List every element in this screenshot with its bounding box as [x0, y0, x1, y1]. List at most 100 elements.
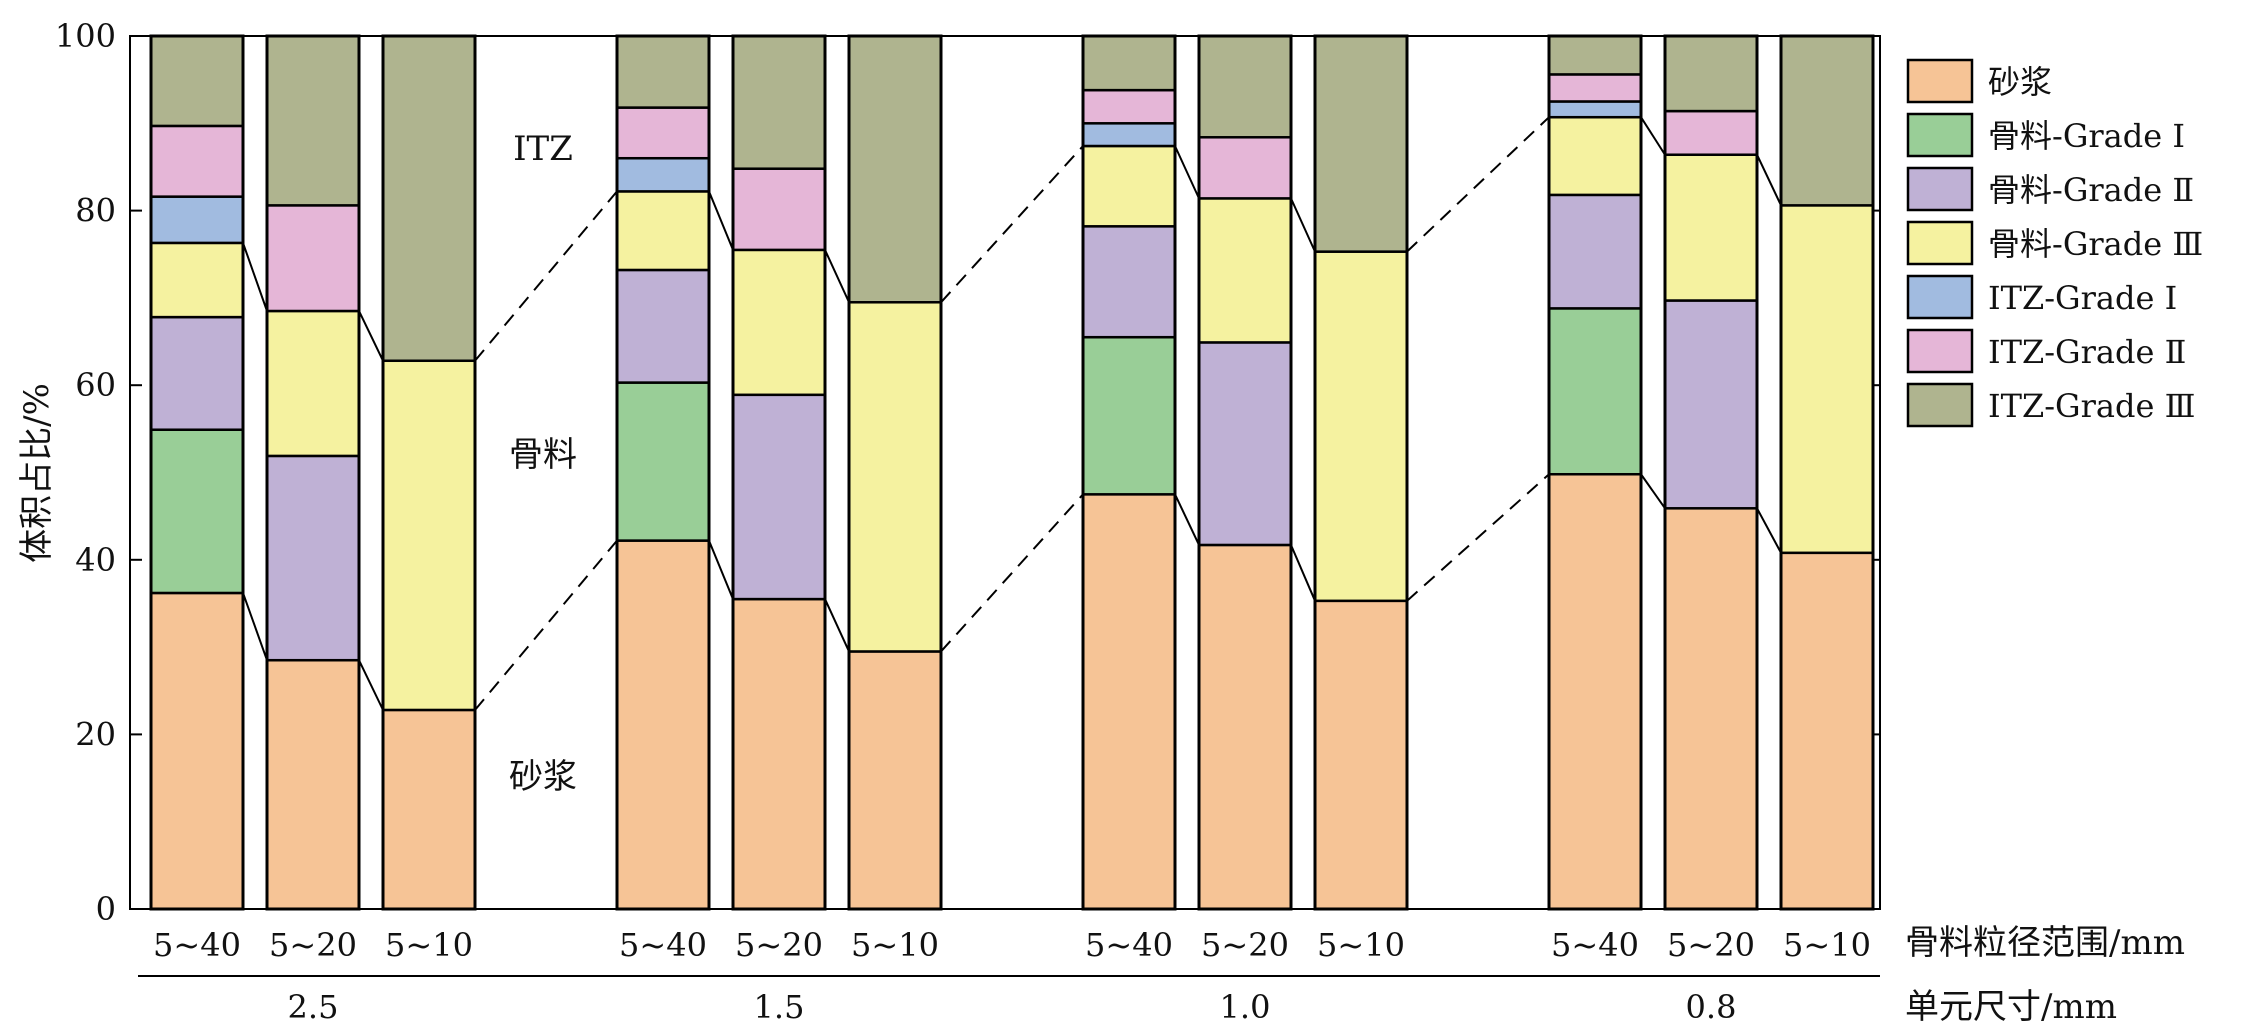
- mortar-connector: [1640, 473, 1666, 509]
- bar-segment: [1081, 335, 1177, 496]
- bar-outline: [381, 34, 477, 911]
- bar-segment: [149, 591, 245, 911]
- bar-segment: [615, 381, 711, 542]
- region-annotation: 骨料: [509, 435, 577, 475]
- bar-segment: [1313, 599, 1409, 911]
- mortar-connector: [1174, 493, 1200, 546]
- bar-segment: [265, 454, 361, 662]
- legend-swatch: [1906, 274, 1974, 320]
- category-label: 5~20: [1201, 926, 1289, 964]
- legend-label: ITZ-Grade Ⅱ: [1988, 333, 2186, 371]
- mortar-connector: [824, 598, 850, 652]
- bar-segment: [265, 34, 361, 207]
- bars: [149, 34, 1875, 911]
- bar-segment: [1197, 341, 1293, 547]
- bar-segment: [149, 315, 245, 431]
- x-axis: 5~40 5~20 5~10 2.5 5~40 5~20 5~10 1.5 5~40 5~20 5~…: [138, 926, 1880, 1026]
- x-axis-label: 骨料粒径范围/mm: [1905, 923, 2185, 963]
- category-label: 5~10: [385, 926, 473, 964]
- mortar-connector: [1756, 507, 1782, 554]
- legend-label: 骨料-Grade Ⅱ: [1988, 171, 2194, 209]
- bar-outline: [1663, 34, 1759, 911]
- legend-swatch: [1906, 166, 1974, 212]
- bar-segment: [1779, 204, 1875, 555]
- bar-segment: [149, 241, 245, 319]
- bar-segment: [381, 34, 477, 363]
- bar-segment: [731, 34, 827, 170]
- y-tick-label: 40: [75, 541, 116, 579]
- group-axis-label: 单元尺寸/mm: [1905, 987, 2117, 1027]
- bar-segment: [615, 268, 711, 384]
- bar-outline: [265, 34, 361, 911]
- bar-outline: [615, 34, 711, 911]
- mortar-connector-dashed: [474, 539, 618, 711]
- legend-swatch: [1906, 382, 1974, 428]
- category-label: 5~40: [1551, 926, 1639, 964]
- legend-label: 骨料-Grade Ⅰ: [1988, 117, 2185, 155]
- bar-segment: [1081, 122, 1177, 148]
- mortar-connector: [358, 659, 384, 711]
- bar-segment: [1779, 551, 1875, 911]
- bar-segment: [1547, 34, 1643, 76]
- bar-outline: [1313, 34, 1409, 911]
- region-annotation: 砂浆: [509, 757, 577, 797]
- bar-segment: [1313, 250, 1409, 603]
- bar-segment: [1081, 88, 1177, 125]
- bar-segment: [381, 708, 477, 911]
- y-axis: 0 20 40 60 80 100: [55, 17, 1880, 928]
- bar-segment: [1081, 493, 1177, 911]
- bar-segment: [1197, 197, 1293, 344]
- bar-segment: [1779, 34, 1875, 207]
- group-label: 2.5: [288, 988, 339, 1026]
- category-label: 5~20: [735, 926, 823, 964]
- aggregate-connector: [358, 310, 384, 362]
- bar-segment: [615, 106, 711, 160]
- category-label: 5~10: [851, 926, 939, 964]
- aggregate-connector: [242, 242, 268, 312]
- y-tick-label: 80: [75, 192, 116, 230]
- bar-segment: [1547, 100, 1643, 119]
- aggregate-connector: [1290, 197, 1316, 253]
- bar-segment: [381, 359, 477, 712]
- region-annotation: ITZ: [513, 129, 573, 169]
- bar-outline: [731, 34, 827, 911]
- bar-segment: [1197, 543, 1293, 911]
- aggregate-connector-dashed: [940, 145, 1084, 303]
- y-tick-label: 0: [96, 890, 116, 928]
- bar-segment: [731, 167, 827, 252]
- mortar-connector-dashed: [1406, 473, 1550, 602]
- legend-swatch: [1906, 112, 1974, 158]
- bar-segment: [615, 539, 711, 911]
- bar-segment: [1081, 225, 1177, 339]
- bar-segment: [1081, 144, 1177, 228]
- bar-outline: [1081, 34, 1177, 911]
- aggregate-connector: [1174, 145, 1200, 199]
- mortar-connector-dashed: [940, 493, 1084, 653]
- category-label: 5~40: [1085, 926, 1173, 964]
- aggregate-connector: [824, 249, 850, 303]
- legend-swatch: [1906, 58, 1974, 104]
- bar-segment: [149, 195, 245, 245]
- y-tick-label: 60: [75, 366, 116, 404]
- legend-swatch: [1906, 328, 1974, 374]
- bar-segment: [847, 650, 943, 911]
- bar-segment: [1663, 153, 1759, 302]
- legend-label: ITZ-Grade Ⅰ: [1988, 279, 2177, 317]
- y-tick-label: 100: [55, 17, 116, 55]
- bar-segment: [1547, 193, 1643, 310]
- bar-segment: [1663, 299, 1759, 510]
- bar-segment: [731, 393, 827, 601]
- aggregate-connector-dashed: [1406, 116, 1550, 253]
- bar-segment: [1663, 34, 1759, 113]
- group-label: 0.8: [1686, 988, 1737, 1026]
- bar-segment: [1663, 507, 1759, 911]
- legend-label: ITZ-Grade Ⅲ: [1988, 387, 2195, 425]
- mortar-connector: [708, 540, 734, 600]
- y-tick-label: 20: [75, 715, 116, 753]
- bar-segment: [149, 428, 245, 595]
- bar-segment: [265, 309, 361, 458]
- connector-lines: [242, 116, 1782, 711]
